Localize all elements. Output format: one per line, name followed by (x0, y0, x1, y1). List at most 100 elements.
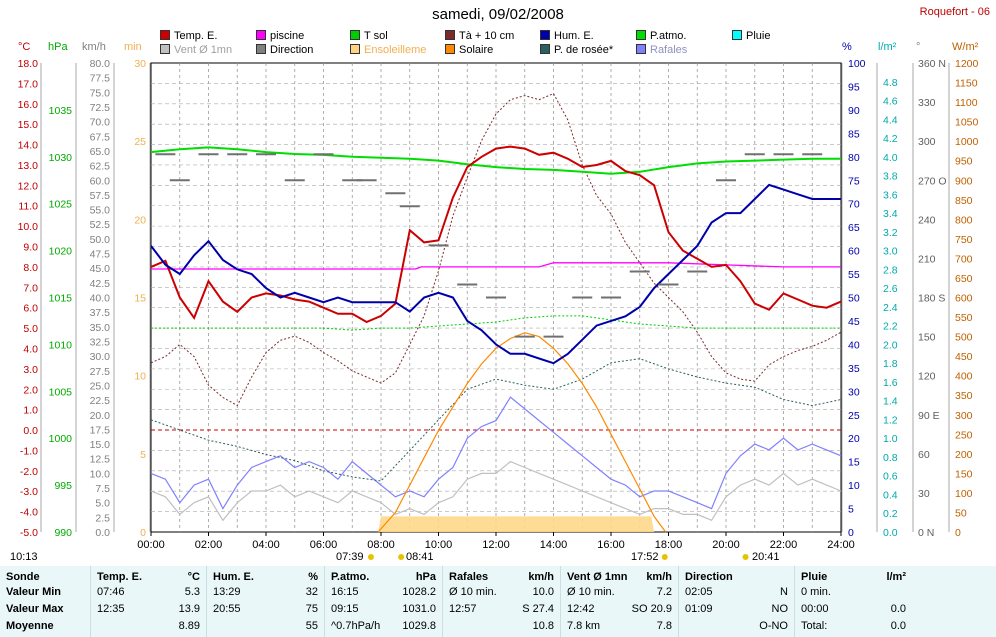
sunset-icon (661, 554, 668, 560)
y-tick-label-lm2: 1.6 (883, 377, 898, 389)
y-tick-label-hpa: 995 (54, 480, 72, 492)
sunrise-icon (398, 554, 405, 560)
y-tick-label-kmh: 67.5 (90, 131, 111, 143)
y-tick-label-min: 10 (134, 371, 146, 383)
y-tick-label-kmh: 52.5 (90, 219, 111, 231)
series-piscine (151, 262, 841, 270)
y-tick-label-temp: 7.0 (23, 282, 38, 294)
y-tick-label-temp: 1.0 (23, 405, 38, 417)
y-tick-label-wm2: 650 (955, 273, 973, 285)
series-rafales (150, 396, 842, 510)
sunset-time: 17:52 (631, 551, 659, 563)
y-tick-label-pct: 35 (848, 363, 860, 375)
unit-temp: °C (18, 41, 31, 53)
y-tick-label-kmh: 57.5 (90, 190, 111, 202)
y-tick-label-lm2: 4.6 (883, 96, 898, 108)
y-tick-label-min: 25 (134, 136, 146, 148)
y-tick-label-pct: 20 (848, 433, 860, 445)
y-tick-label-kmh: 55.0 (90, 205, 111, 217)
moonset-icon (742, 554, 749, 560)
summary-pluie: Pluie l/m² 0 min. 00:00 0.0 Total: 0.0 (794, 566, 912, 637)
y-tick-label-lm2: 3.6 (883, 189, 898, 201)
y-tick-label-kmh: 30.0 (90, 351, 111, 363)
legend-pluie: Pluie (732, 30, 770, 42)
y-tick-label-pct: 40 (848, 339, 860, 351)
legend-piscine: piscine (256, 30, 304, 42)
y-tick-label-pct: 80 (848, 152, 860, 164)
legend-ta-10cm: Tà + 10 cm (445, 30, 514, 42)
unit-min: min (124, 41, 142, 53)
y-tick-label-temp: -1.0 (20, 445, 38, 457)
y-tick-label-lm2: 3.8 (883, 171, 898, 183)
y-tick-label-lm2: 2.0 (883, 339, 898, 351)
y-tick-label-pct: 70 (848, 199, 860, 211)
y-tick-label-deg: 330 (918, 97, 936, 109)
y-tick-label-pct: 90 (848, 105, 860, 117)
y-tick-label-lm2: 4.0 (883, 152, 898, 164)
y-tick-label-deg: 210 (918, 253, 936, 265)
y-tick-label-kmh: 47.5 (90, 249, 111, 261)
y-tick-label-hpa: 1020 (49, 246, 73, 258)
y-tick-label-hpa: 1025 (49, 199, 73, 211)
x-tick-label: 22:00 (770, 539, 798, 551)
legend-direction: Direction (256, 44, 313, 56)
y-tick-label-pct: 10 (848, 480, 860, 492)
legend-t-sol: T sol (350, 30, 388, 42)
sunrise-time: 08:41 (406, 551, 434, 563)
y-tick-label-temp: 17.0 (18, 78, 39, 90)
y-tick-label-temp: 0.0 (23, 425, 38, 437)
y-tick-label-kmh: 0.0 (95, 527, 110, 539)
summary-temp: Temp. E. °C 07:46 5.3 12:35 13.9 8.89 (90, 566, 206, 637)
x-tick-label: 02:00 (195, 539, 223, 551)
y-tick-label-kmh: 42.5 (90, 278, 111, 290)
x-tick-label: 06:00 (310, 539, 338, 551)
y-tick-label-wm2: 800 (955, 214, 973, 226)
summary-patmo: P.atmo. hPa 16:15 1028.2 09:15 1031.0 ^0.7h… (324, 566, 442, 637)
y-tick-label-deg: 0 N (918, 527, 934, 539)
y-tick-label-pct: 55 (848, 269, 860, 281)
legend-rosee: P. de rosée* (540, 44, 613, 56)
summary-panel: Sonde Valeur Min Valeur Max Moyenne Temp… (0, 566, 996, 637)
x-tick-label: 04:00 (252, 539, 280, 551)
y-tick-label-lm2: 2.8 (883, 264, 898, 276)
y-tick-label-wm2: 450 (955, 351, 973, 363)
y-tick-label-wm2: 0 (955, 527, 961, 539)
y-tick-label-kmh: 32.5 (90, 336, 111, 348)
y-tick-label-wm2: 1150 (955, 78, 978, 90)
series-t-10-cm (150, 92, 842, 407)
y-tick-label-pct: 95 (848, 81, 860, 93)
y-tick-label-pct: 25 (848, 410, 860, 422)
y-tick-label-kmh: 20.0 (90, 410, 111, 422)
y-tick-label-pct: 30 (848, 386, 860, 398)
y-tick-label-lm2: 1.2 (883, 414, 898, 426)
y-tick-label-temp: -4.0 (20, 507, 38, 519)
y-tick-label-kmh: 15.0 (90, 439, 111, 451)
series-t-sol (151, 315, 841, 331)
y-tick-label-wm2: 600 (955, 293, 973, 305)
y-tick-label-kmh: 72.5 (90, 102, 111, 114)
y-tick-label-pct: 45 (848, 316, 860, 328)
y-tick-label-pct: 65 (848, 222, 860, 234)
unit-kmh: km/h (82, 41, 106, 53)
y-tick-label-min: 5 (140, 449, 146, 461)
summary-rafales: Rafales km/h Ø 10 min. 10.0 12:57 S 27.4 10… (442, 566, 560, 637)
y-tick-label-lm2: 2.2 (883, 321, 898, 333)
y-tick-label-lm2: 0.4 (883, 489, 898, 501)
y-tick-label-wm2: 300 (955, 410, 973, 422)
y-tick-label-deg: 360 N (918, 58, 946, 70)
y-tick-label-temp: 14.0 (18, 140, 39, 152)
legend-ensoleillement: Ensoleilleme (350, 44, 426, 56)
y-tick-label-temp: 16.0 (18, 99, 39, 111)
y-tick-label-hpa: 1030 (49, 152, 73, 164)
y-tick-label-wm2: 900 (955, 175, 973, 187)
summary-hum: Hum. E.% 13:29 32 20:55 75 55 (206, 566, 324, 637)
station-name: Roquefort - 06 (919, 6, 990, 18)
legend-temp-e: Temp. E. (160, 30, 217, 42)
y-tick-label-wm2: 850 (955, 195, 973, 207)
y-tick-label-wm2: 150 (955, 468, 973, 480)
x-tick-label: 18:00 (655, 539, 683, 551)
y-tick-label-kmh: 75.0 (90, 87, 111, 99)
y-tick-label-wm2: 500 (955, 332, 973, 344)
y-tick-label-kmh: 70.0 (90, 117, 111, 129)
y-tick-label-wm2: 700 (955, 253, 973, 265)
